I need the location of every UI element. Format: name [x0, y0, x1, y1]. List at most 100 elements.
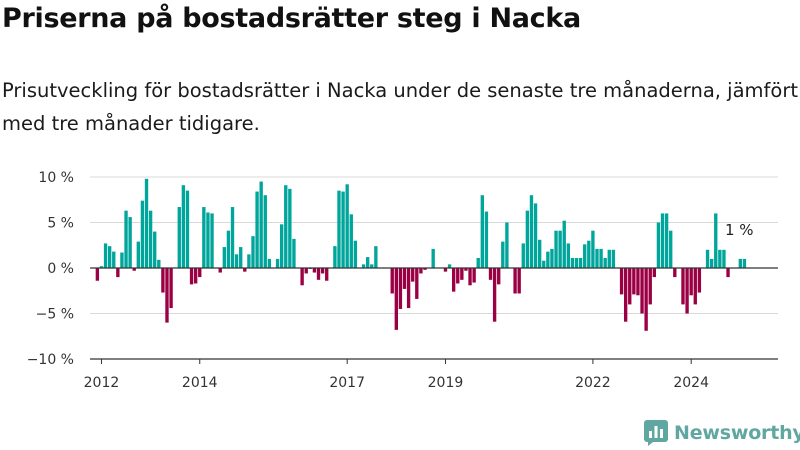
- bar: [267, 258, 272, 268]
- bar: [112, 251, 116, 268]
- x-tick-label: 2019: [428, 375, 464, 391]
- bar: [595, 248, 599, 268]
- bar: [484, 211, 489, 268]
- page-subtitle: Prisutveckling för bostadsrätter i Nacka…: [2, 79, 798, 135]
- bar: [652, 268, 656, 278]
- chart-bars: [95, 178, 747, 331]
- bar: [255, 191, 259, 268]
- bar: [247, 254, 251, 268]
- bar: [230, 207, 235, 268]
- bar: [177, 207, 181, 268]
- bar: [124, 210, 128, 268]
- bar: [206, 212, 210, 268]
- bar: [480, 195, 484, 268]
- bar: [603, 257, 607, 268]
- bar: [132, 268, 136, 271]
- bar: [513, 268, 517, 294]
- bar: [312, 268, 317, 273]
- bar: [558, 230, 562, 268]
- newsworthy-logo: Newsworthy: [644, 418, 800, 448]
- bar: [714, 213, 718, 268]
- bar: [607, 249, 611, 268]
- brand-name: Newsworthy: [674, 422, 800, 444]
- bar: [361, 264, 366, 268]
- bar: [472, 268, 476, 283]
- bar: [169, 268, 173, 309]
- bar: [398, 268, 403, 309]
- bar: [562, 220, 566, 268]
- bar: [292, 238, 296, 268]
- bar: [349, 214, 353, 268]
- bar: [353, 240, 358, 268]
- bar: [103, 243, 108, 268]
- bar: [566, 243, 570, 268]
- bar: [243, 268, 247, 272]
- bar: [279, 224, 284, 268]
- bar: [198, 268, 202, 278]
- bar: [525, 210, 530, 268]
- bar: [226, 230, 231, 268]
- bar: [415, 268, 419, 299]
- bar: [583, 244, 587, 268]
- bar: [591, 230, 595, 268]
- bar: [636, 268, 640, 296]
- bar: [574, 257, 579, 268]
- bar: [578, 257, 583, 268]
- bar: [521, 243, 525, 268]
- bar: [263, 195, 267, 268]
- bar: [431, 248, 435, 268]
- y-tick-label: −5 %: [36, 307, 74, 323]
- bar: [423, 268, 427, 270]
- bar: [320, 268, 325, 274]
- bar: [193, 268, 198, 284]
- bar: [341, 191, 345, 268]
- bar: [95, 268, 100, 281]
- bar: [623, 268, 628, 322]
- bar: [365, 257, 370, 268]
- bar: [648, 268, 652, 305]
- bar: [165, 268, 169, 323]
- x-tick-label: 2024: [673, 375, 709, 391]
- bar: [726, 268, 730, 278]
- bar: [550, 248, 554, 268]
- bar: [628, 268, 632, 305]
- bar: [587, 240, 591, 268]
- bar: [259, 181, 263, 268]
- bar: [185, 190, 190, 268]
- bar: [705, 249, 710, 268]
- bar: [144, 178, 149, 268]
- bar: [99, 266, 104, 268]
- bar: [443, 268, 448, 272]
- bar: [374, 246, 378, 268]
- bar: [660, 213, 665, 268]
- bar: [406, 268, 411, 309]
- bar: [681, 268, 685, 305]
- bar: [673, 268, 677, 278]
- bar: [542, 260, 546, 268]
- y-tick-label: 5 %: [47, 216, 74, 232]
- chart-axes: 10 % 5 % 0 % −5 % −10 % 2012 2014 2017 2019 2022 2…: [27, 170, 778, 391]
- bar: [468, 268, 472, 286]
- bar: [460, 268, 464, 280]
- bar: [599, 248, 603, 268]
- bar: [611, 249, 616, 268]
- bar: [640, 268, 644, 314]
- bar: [718, 249, 722, 268]
- bar: [116, 268, 120, 278]
- bar: [275, 258, 280, 268]
- bar: [709, 258, 714, 268]
- y-tick-label: −10 %: [27, 352, 74, 368]
- bar: [370, 264, 374, 268]
- bar: [656, 222, 661, 268]
- x-tick-label: 2022: [575, 375, 611, 391]
- latest-value-label: 1 %: [725, 221, 754, 239]
- bar: [239, 247, 243, 268]
- bar: [345, 184, 349, 268]
- bar: [685, 268, 689, 314]
- bar: [722, 249, 726, 268]
- bar: [632, 268, 636, 295]
- bar: [492, 268, 497, 322]
- bar: [689, 268, 693, 296]
- bar: [644, 268, 648, 331]
